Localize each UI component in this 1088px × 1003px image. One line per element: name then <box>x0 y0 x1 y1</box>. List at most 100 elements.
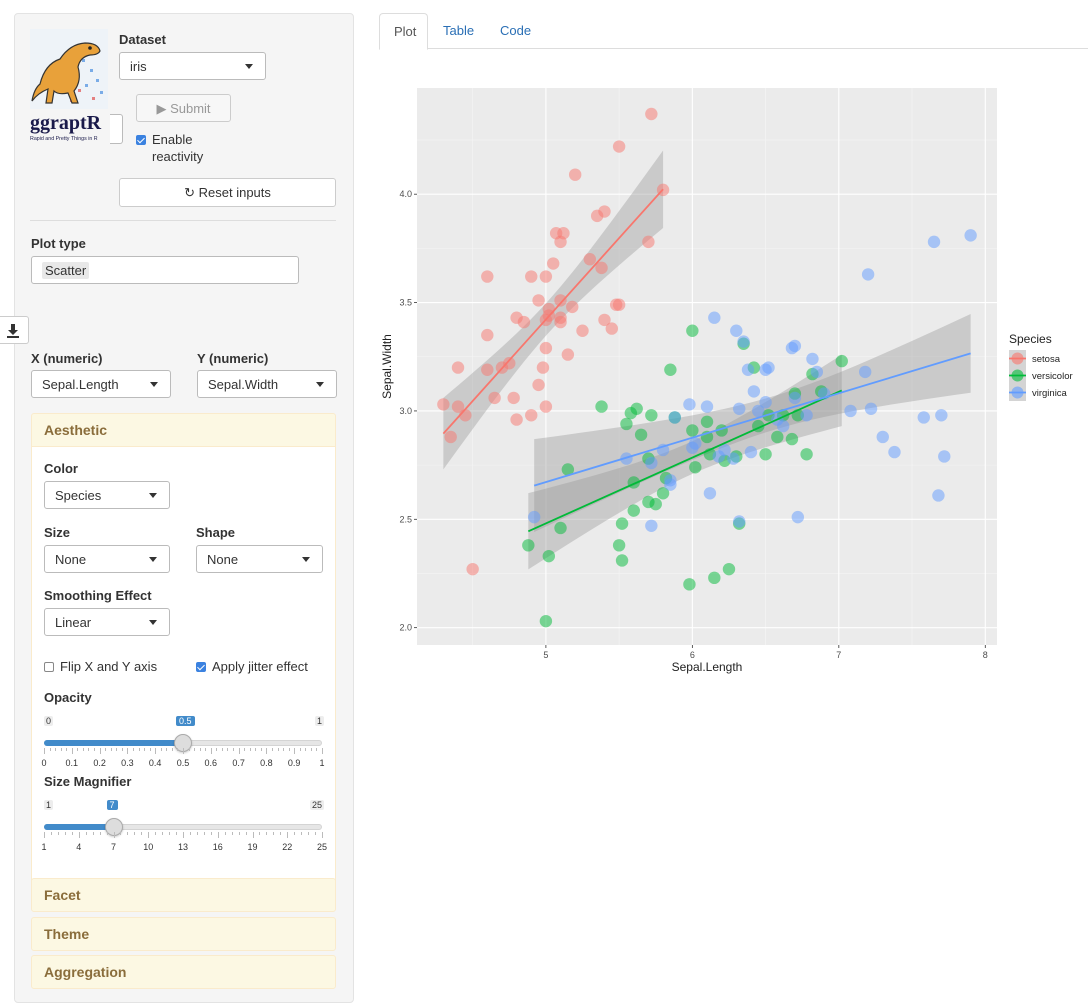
data-point-setosa <box>517 315 531 329</box>
slider-tick <box>44 748 45 754</box>
data-point-virginica <box>861 268 875 281</box>
slider-minor-tick <box>106 832 108 835</box>
chevron-down-icon <box>302 557 310 562</box>
checkbox-icon[interactable] <box>44 661 54 672</box>
data-point-virginica <box>703 487 717 500</box>
data-point-setosa <box>554 294 567 307</box>
flip-xy-checkbox[interactable]: Flip X and Y axis <box>44 659 157 674</box>
tab-table-label: Table <box>443 23 475 38</box>
aggregation-panel-header[interactable]: Aggregation <box>31 955 336 989</box>
legend-title: Species <box>1009 332 1052 346</box>
data-point-versicolor <box>700 415 714 428</box>
data-point-versicolor <box>759 448 772 461</box>
slider-tick-label: 0.6 <box>204 758 218 768</box>
dataset-label: Dataset <box>119 32 166 47</box>
tab-plot[interactable]: Plot <box>379 13 428 50</box>
shape-select[interactable]: None <box>196 545 323 573</box>
aesthetic-panel-header[interactable]: Aesthetic <box>31 413 336 447</box>
data-point-virginica <box>806 352 819 366</box>
data-point-setosa <box>510 413 523 426</box>
checkbox-icon[interactable] <box>196 661 206 672</box>
slider-tick <box>322 748 323 754</box>
slider-minor-tick <box>149 748 151 751</box>
checkbox-icon[interactable] <box>136 135 146 145</box>
size-select[interactable]: None <box>44 545 170 573</box>
slider-tick <box>183 832 184 838</box>
x-select-value: Sepal.Length <box>42 377 119 392</box>
slider-tick-label: 13 <box>177 842 189 852</box>
data-point-setosa <box>583 253 597 266</box>
data-point-setosa <box>525 270 538 283</box>
svg-text:Rapid and Pretty Things in R: Rapid and Pretty Things in R <box>30 136 98 142</box>
slider-minor-tick <box>50 832 52 835</box>
slider-minor-tick <box>105 748 107 751</box>
data-point-setosa <box>451 361 465 374</box>
tab-code[interactable]: Code <box>486 13 545 49</box>
slider-minor-tick <box>299 748 301 751</box>
slider-tick-label: 0 <box>41 758 47 768</box>
jitter-checkbox[interactable]: Apply jitter effect <box>196 659 308 674</box>
y-numeric-select[interactable]: Sepal.Width <box>197 370 337 398</box>
x-axis-label: Sepal.Length <box>672 660 743 674</box>
data-point-virginica <box>844 404 857 418</box>
slider-minor-tick <box>66 748 68 751</box>
enable-reactivity-checkbox[interactable]: Enable reactivity <box>136 131 203 165</box>
x-numeric-select[interactable]: Sepal.Length <box>31 370 171 398</box>
opacity-slider[interactable]: 0 1 0.5 0 0.1 0.2 0.3 0.4 0.5 0.6 0.7 0.8 0.9 1 <box>41 716 325 774</box>
chevron-down-icon <box>245 64 253 69</box>
dataset-select[interactable]: iris <box>119 52 266 80</box>
size-magnifier-slider[interactable]: 1 25 7 1 4 7 10 13 16 19 22 25 <box>41 800 328 858</box>
data-point-versicolor <box>627 504 640 517</box>
slider-minor-tick <box>99 832 101 835</box>
plot-type-selected: Scatter <box>42 262 90 279</box>
facet-panel-header[interactable]: Facet <box>31 878 336 912</box>
color-select[interactable]: Species <box>44 481 170 509</box>
data-point-setosa <box>547 257 560 270</box>
data-point-versicolor <box>835 354 848 368</box>
chevron-down-icon <box>149 557 157 562</box>
data-point-virginica <box>620 452 633 465</box>
plot-type-select[interactable]: Scatter <box>31 256 299 284</box>
slider-minor-tick <box>283 748 285 751</box>
slider-minor-tick <box>301 832 303 835</box>
data-point-versicolor <box>686 424 699 437</box>
y-tick-label: 3.5 <box>399 298 412 308</box>
slider-tick-label: 0.2 <box>93 758 106 768</box>
data-point-virginica <box>876 430 889 444</box>
chevron-down-icon <box>150 382 158 387</box>
smoothing-select[interactable]: Linear <box>44 608 170 636</box>
submit-button[interactable]: ▶︎ Submit <box>136 94 231 122</box>
slider-tick-label: 25 <box>316 842 328 852</box>
x-tick-label: 7 <box>836 650 841 660</box>
data-point-setosa <box>503 357 516 370</box>
theme-panel-header[interactable]: Theme <box>31 917 336 951</box>
slider-minor-tick <box>160 748 162 751</box>
aggregation-title: Aggregation <box>44 964 127 980</box>
svg-text:ggraptR: ggraptR <box>30 112 102 134</box>
data-point-virginica <box>964 229 977 242</box>
slider-minor-tick <box>245 832 247 835</box>
data-point-versicolor <box>615 517 629 530</box>
aesthetic-title: Aesthetic <box>44 422 108 438</box>
data-point-setosa <box>612 140 626 153</box>
data-point-setosa <box>576 324 589 337</box>
enable-reactivity-label-2: reactivity <box>152 149 204 164</box>
size-label: Size <box>44 525 71 540</box>
legend-label-versicolor: versicolor <box>1032 371 1073 382</box>
data-point-virginica <box>664 478 677 491</box>
tab-table[interactable]: Table <box>429 13 488 49</box>
smoothing-label: Smoothing Effect <box>44 588 152 603</box>
data-point-virginica <box>888 445 901 459</box>
slider-tick-label: 0.4 <box>148 758 162 768</box>
slider-tick <box>99 748 101 754</box>
chevron-down-icon <box>149 620 157 625</box>
color-select-value: Species <box>55 488 102 503</box>
slider-minor-tick <box>57 832 59 835</box>
data-point-virginica <box>858 365 872 379</box>
slider-minor-tick <box>271 748 273 751</box>
reset-inputs-button[interactable]: ↻ Reset inputs <box>119 178 336 207</box>
slider-minor-tick <box>141 832 143 835</box>
download-button[interactable] <box>0 316 29 344</box>
slider-minor-tick <box>308 832 310 835</box>
slider-minor-tick <box>110 748 112 751</box>
